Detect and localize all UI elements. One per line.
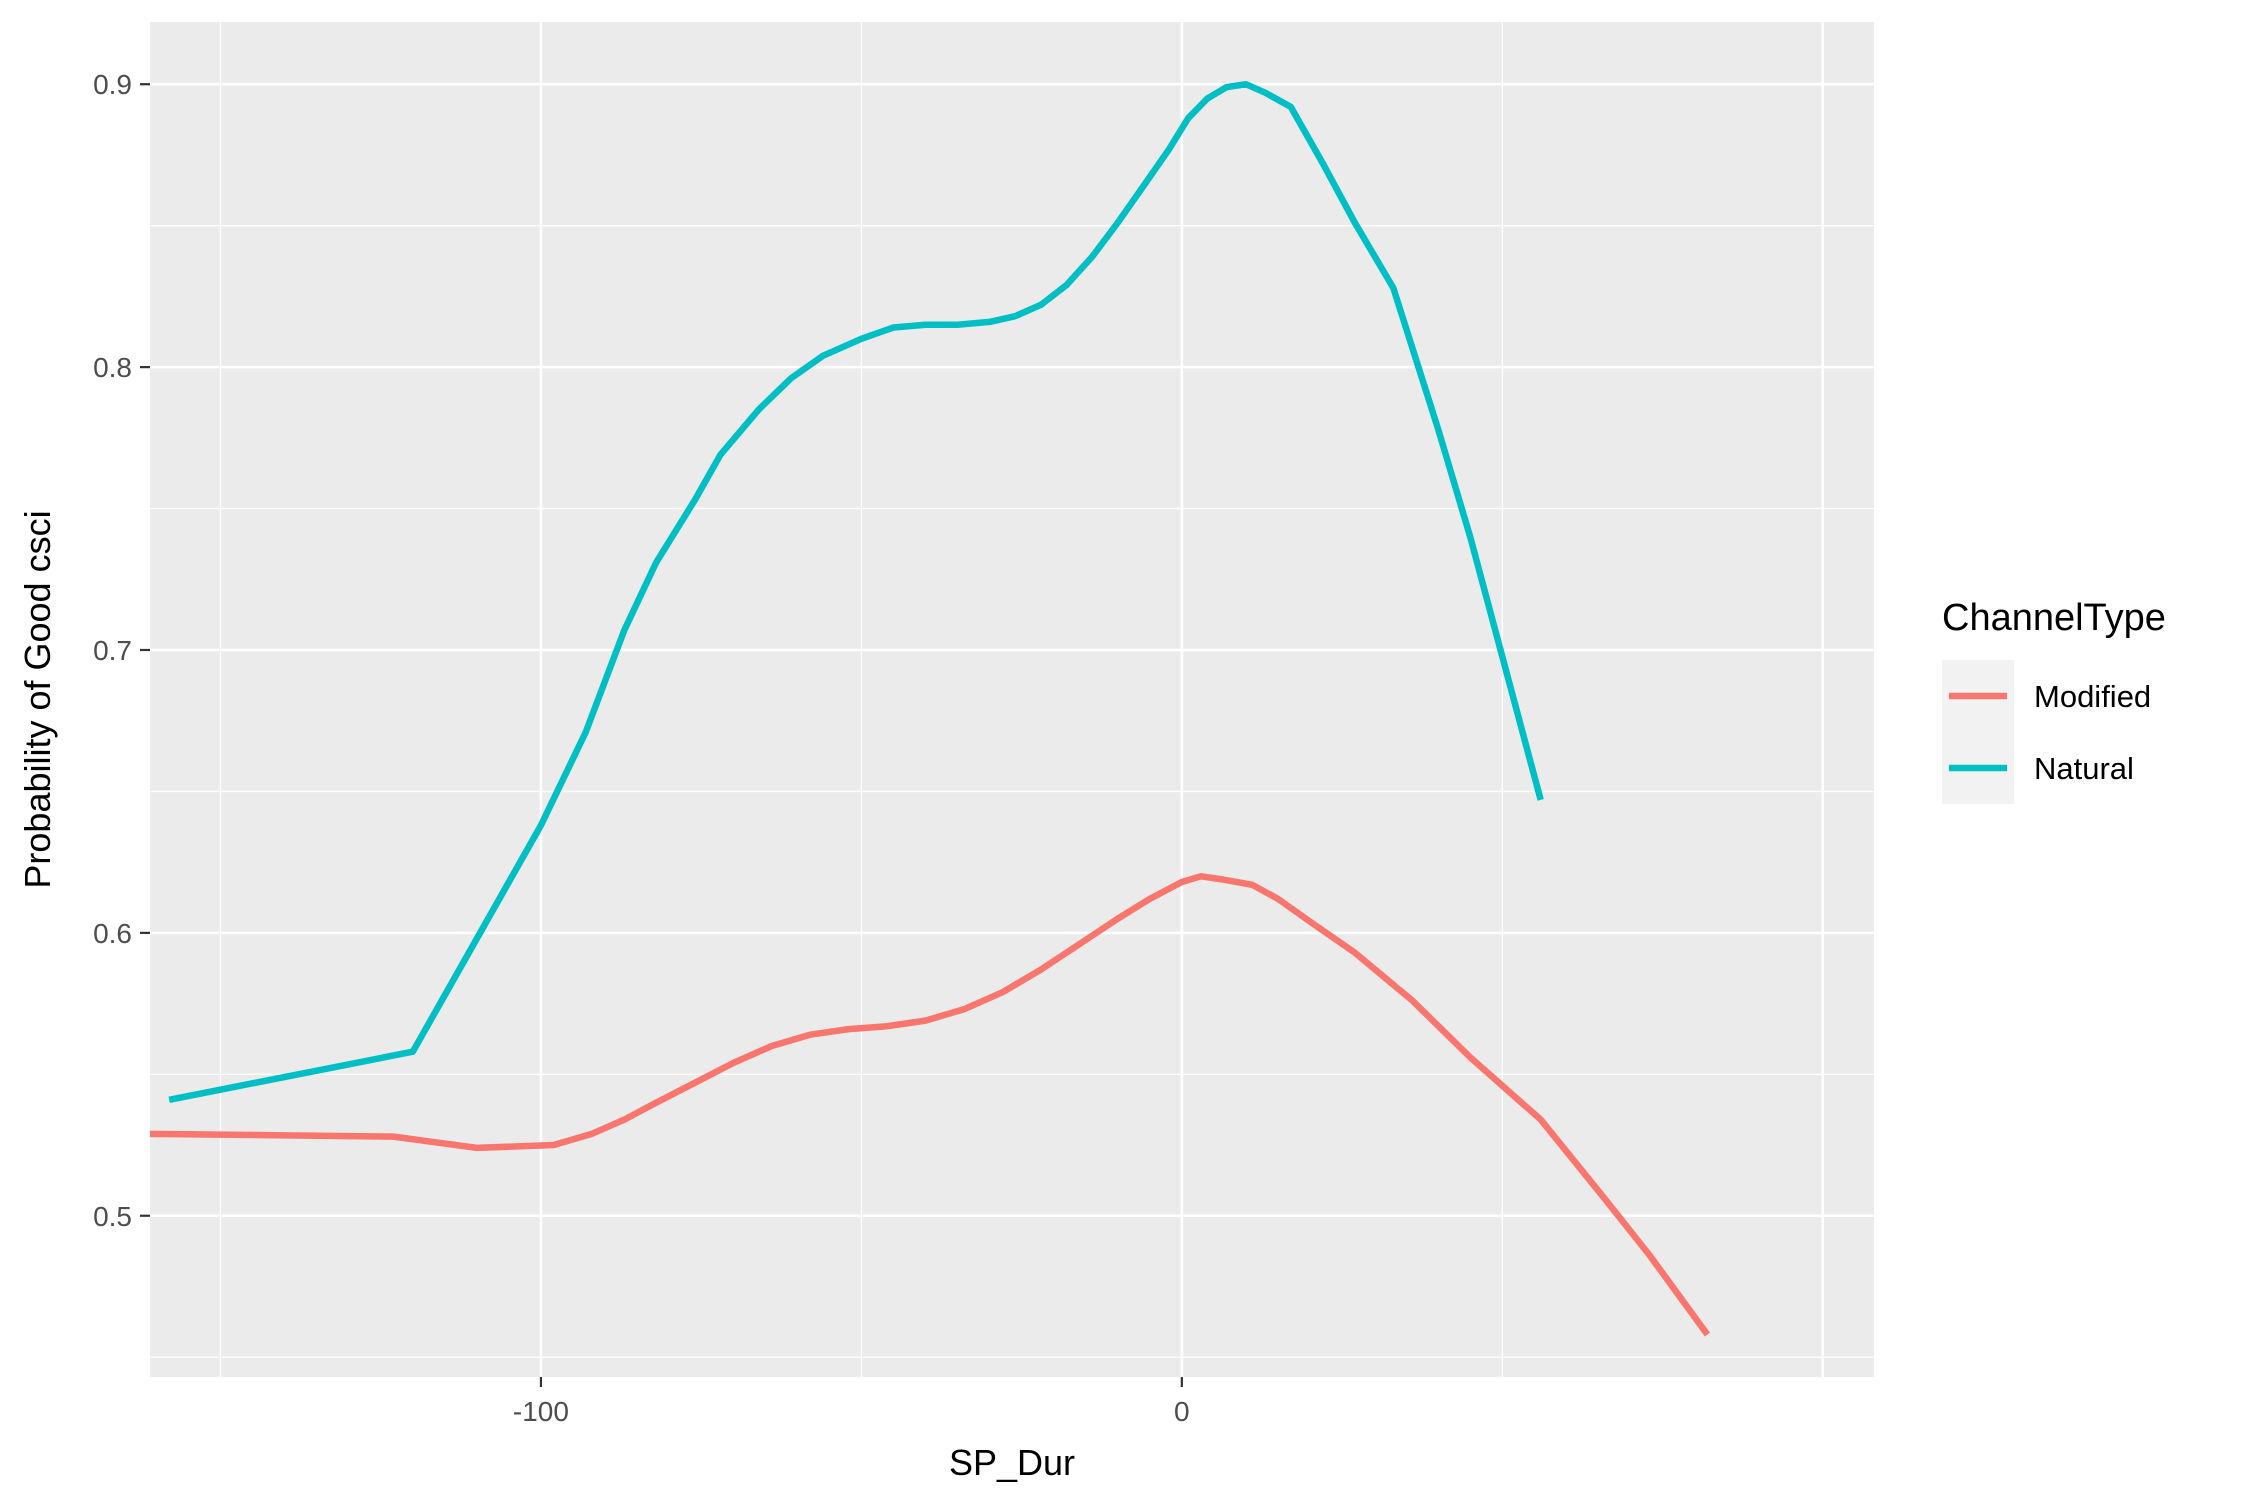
y-tick-label: 0.5 <box>93 1201 132 1232</box>
legend-label-modified: Modified <box>2034 679 2151 714</box>
y-tick-label: 0.6 <box>93 918 132 949</box>
legend-items: Modified Natural <box>1942 660 2151 804</box>
y-tick-label: 0.7 <box>93 635 132 666</box>
series-lines <box>150 80 1711 1337</box>
x-tick-label: 0 <box>1174 1396 1190 1427</box>
x-axis: -100 0 <box>513 1377 1190 1427</box>
major-gridlines <box>150 22 1874 1377</box>
plot-panel <box>150 22 1874 1377</box>
legend: ChannelType Modified Natural <box>1942 597 2166 804</box>
minor-gridlines <box>150 22 1874 1377</box>
x-tick-label: -100 <box>513 1396 569 1427</box>
y-tick-label: 0.9 <box>93 69 132 100</box>
legend-title: ChannelType <box>1942 597 2166 639</box>
y-tick-label: 0.8 <box>93 352 132 383</box>
series-line-modified <box>150 873 1711 1337</box>
series-line-natural <box>168 80 1544 1103</box>
y-axis: 0.5 0.6 0.7 0.8 0.9 <box>93 69 150 1232</box>
legend-label-natural: Natural <box>2034 751 2134 786</box>
y-axis-title: Probability of Good csci <box>17 510 58 888</box>
x-axis-title: SP_Dur <box>949 1442 1075 1483</box>
